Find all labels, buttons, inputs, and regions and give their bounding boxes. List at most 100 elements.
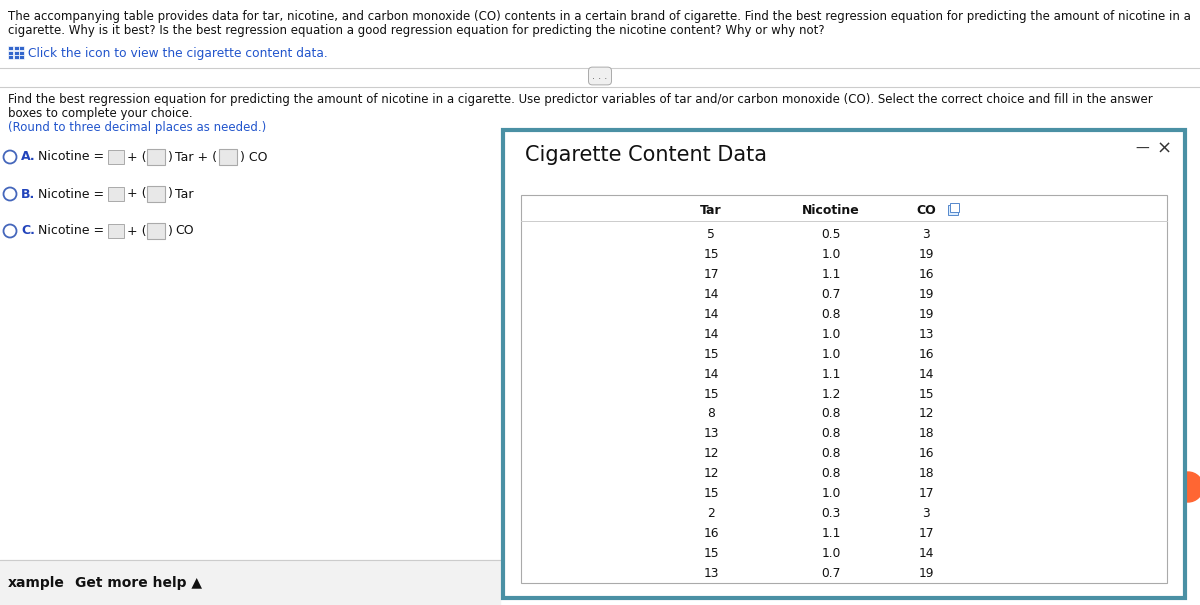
Text: Tar + (: Tar + ( xyxy=(175,151,217,163)
Bar xyxy=(148,223,166,239)
Text: 1.1: 1.1 xyxy=(821,268,841,281)
Text: Tar: Tar xyxy=(175,188,193,200)
Bar xyxy=(521,195,1166,583)
Text: Nicotine: Nicotine xyxy=(802,204,860,218)
Text: . . .: . . . xyxy=(593,71,607,81)
Text: 8: 8 xyxy=(707,407,715,420)
Text: 3: 3 xyxy=(922,229,930,241)
Text: 12: 12 xyxy=(703,467,719,480)
Bar xyxy=(148,149,166,165)
Text: 19: 19 xyxy=(918,288,934,301)
Text: 0.8: 0.8 xyxy=(821,407,841,420)
Bar xyxy=(13,50,18,54)
Text: 0.8: 0.8 xyxy=(821,467,841,480)
Text: Nicotine =: Nicotine = xyxy=(38,151,104,163)
Text: CO: CO xyxy=(175,224,193,238)
Text: 16: 16 xyxy=(703,527,719,540)
Text: 1.0: 1.0 xyxy=(821,248,841,261)
Text: 14: 14 xyxy=(703,368,719,381)
Text: 14: 14 xyxy=(918,547,934,560)
Text: 1.2: 1.2 xyxy=(821,388,841,401)
Bar xyxy=(19,46,24,50)
Bar xyxy=(948,205,958,215)
Text: 1.0: 1.0 xyxy=(821,348,841,361)
Text: Nicotine =: Nicotine = xyxy=(38,224,104,238)
Bar xyxy=(108,187,124,201)
Text: 13: 13 xyxy=(918,328,934,341)
Text: + (: + ( xyxy=(127,224,146,238)
Bar xyxy=(108,224,124,238)
Text: 1.1: 1.1 xyxy=(821,527,841,540)
Text: boxes to complete your choice.: boxes to complete your choice. xyxy=(8,107,193,120)
Text: 17: 17 xyxy=(703,268,719,281)
Text: 14: 14 xyxy=(703,308,719,321)
Text: 15: 15 xyxy=(918,388,934,401)
Text: 18: 18 xyxy=(918,427,934,440)
Bar xyxy=(13,46,18,50)
Text: C.: C. xyxy=(22,224,35,238)
Text: 12: 12 xyxy=(703,447,719,460)
Text: 14: 14 xyxy=(918,368,934,381)
Text: 0.8: 0.8 xyxy=(821,308,841,321)
Text: 0.3: 0.3 xyxy=(821,507,841,520)
Text: 17: 17 xyxy=(918,527,934,540)
Text: 2: 2 xyxy=(707,507,715,520)
Text: Get more help ▲: Get more help ▲ xyxy=(74,575,202,589)
Bar xyxy=(8,50,13,54)
Bar xyxy=(950,203,959,212)
Text: Click the icon to view the cigarette content data.: Click the icon to view the cigarette con… xyxy=(28,47,328,59)
Text: 16: 16 xyxy=(918,447,934,460)
Text: ×: × xyxy=(1157,140,1172,158)
Text: 0.7: 0.7 xyxy=(821,288,841,301)
Text: 19: 19 xyxy=(918,308,934,321)
Text: Tar: Tar xyxy=(700,204,722,218)
Text: A.: A. xyxy=(22,151,36,163)
Text: ) CO: ) CO xyxy=(240,151,268,163)
Text: 13: 13 xyxy=(703,427,719,440)
Text: 14: 14 xyxy=(703,288,719,301)
Text: 15: 15 xyxy=(703,547,719,560)
Text: 0.8: 0.8 xyxy=(821,427,841,440)
Text: 16: 16 xyxy=(918,348,934,361)
Text: The accompanying table provides data for tar, nicotine, and carbon monoxide (CO): The accompanying table provides data for… xyxy=(8,10,1190,23)
Text: —: — xyxy=(1135,142,1148,156)
Text: 15: 15 xyxy=(703,248,719,261)
Text: ): ) xyxy=(168,188,173,200)
Text: 1.0: 1.0 xyxy=(821,328,841,341)
Text: ): ) xyxy=(168,224,173,238)
Text: 5: 5 xyxy=(707,229,715,241)
Bar xyxy=(19,55,24,59)
Bar xyxy=(108,150,124,164)
Text: Find the best regression equation for predicting the amount of nicotine in a cig: Find the best regression equation for pr… xyxy=(8,93,1153,106)
Text: 1.0: 1.0 xyxy=(821,547,841,560)
Bar xyxy=(8,46,13,50)
Text: 19: 19 xyxy=(918,566,934,580)
Text: 15: 15 xyxy=(703,348,719,361)
Bar xyxy=(220,149,238,165)
Text: + (: + ( xyxy=(127,151,146,163)
Text: 19: 19 xyxy=(918,248,934,261)
Text: 0.8: 0.8 xyxy=(821,447,841,460)
Text: 16: 16 xyxy=(918,268,934,281)
Bar xyxy=(0,560,500,605)
Bar xyxy=(13,55,18,59)
Bar xyxy=(148,186,166,202)
Text: CO: CO xyxy=(916,204,936,218)
Bar xyxy=(8,55,13,59)
Text: (Round to three decimal places as needed.): (Round to three decimal places as needed… xyxy=(8,121,266,134)
Text: + (: + ( xyxy=(127,188,146,200)
Text: cigarette. Why is it best? Is the best regression equation a good regression equ: cigarette. Why is it best? Is the best r… xyxy=(8,24,824,37)
Text: 1.1: 1.1 xyxy=(821,368,841,381)
Text: 14: 14 xyxy=(703,328,719,341)
Circle shape xyxy=(1174,472,1200,502)
Text: 13: 13 xyxy=(703,566,719,580)
Bar xyxy=(19,50,24,54)
Text: 15: 15 xyxy=(703,388,719,401)
Text: 3: 3 xyxy=(922,507,930,520)
Text: 1.0: 1.0 xyxy=(821,487,841,500)
Text: Nicotine =: Nicotine = xyxy=(38,188,104,200)
Text: 12: 12 xyxy=(918,407,934,420)
Text: 18: 18 xyxy=(918,467,934,480)
Text: ): ) xyxy=(168,151,173,163)
Text: Cigarette Content Data: Cigarette Content Data xyxy=(526,145,767,165)
